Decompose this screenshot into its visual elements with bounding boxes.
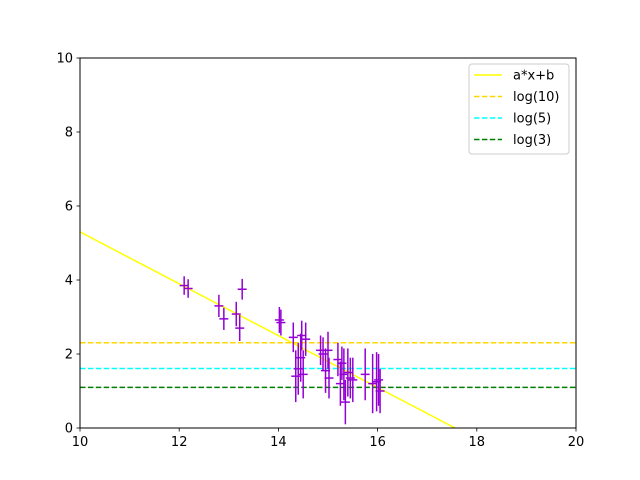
x-tick-label: 16: [369, 435, 386, 450]
y-tick-label: 6: [65, 200, 73, 215]
x-tick-label: 12: [171, 435, 188, 450]
data-point: [323, 331, 333, 369]
x-tick-label: 18: [469, 435, 486, 450]
data-point: [276, 309, 286, 336]
legend-box: [468, 63, 570, 155]
data-point: [288, 322, 298, 353]
x-tick-label: 10: [72, 435, 89, 450]
legend-label: log(10): [513, 90, 560, 105]
data-point: [219, 307, 229, 330]
y-tick-label: 8: [65, 126, 73, 141]
data-point: [298, 350, 308, 399]
data-point: [179, 276, 189, 295]
data-point: [374, 354, 384, 406]
plot-frame: [79, 57, 577, 429]
data-point: [237, 278, 247, 300]
data-point: [324, 357, 334, 399]
data-point: [340, 379, 350, 425]
axes: 10 12 14 16 18 20 0 2 4 6 8 10: [56, 52, 584, 451]
x-tick-label: 20: [568, 435, 585, 450]
data-point: [235, 315, 245, 342]
data-point: [368, 354, 378, 414]
plot-area: [80, 231, 576, 428]
y-tick-label: 4: [65, 274, 73, 289]
data-point: [360, 348, 370, 401]
data-point: [183, 279, 193, 298]
data-point: [333, 342, 343, 377]
data-point: [297, 320, 307, 351]
y-tick-label: 10: [56, 52, 73, 67]
y-tick-label: 0: [65, 422, 73, 437]
data-point: [375, 368, 385, 414]
legend: a*x+b log(10) log(5) log(3): [468, 63, 570, 155]
data-point: [214, 294, 224, 317]
data-point: [231, 301, 241, 327]
data-point: [301, 322, 311, 356]
data-point: [339, 348, 349, 401]
data-point: [348, 357, 358, 403]
data-point: [274, 307, 284, 333]
x-tick-label: 14: [270, 435, 287, 450]
legend-label: a*x+b: [513, 69, 554, 84]
y-tick-label: 2: [65, 348, 73, 363]
legend-label: log(5): [513, 112, 551, 127]
legend-label: log(3): [513, 133, 551, 148]
